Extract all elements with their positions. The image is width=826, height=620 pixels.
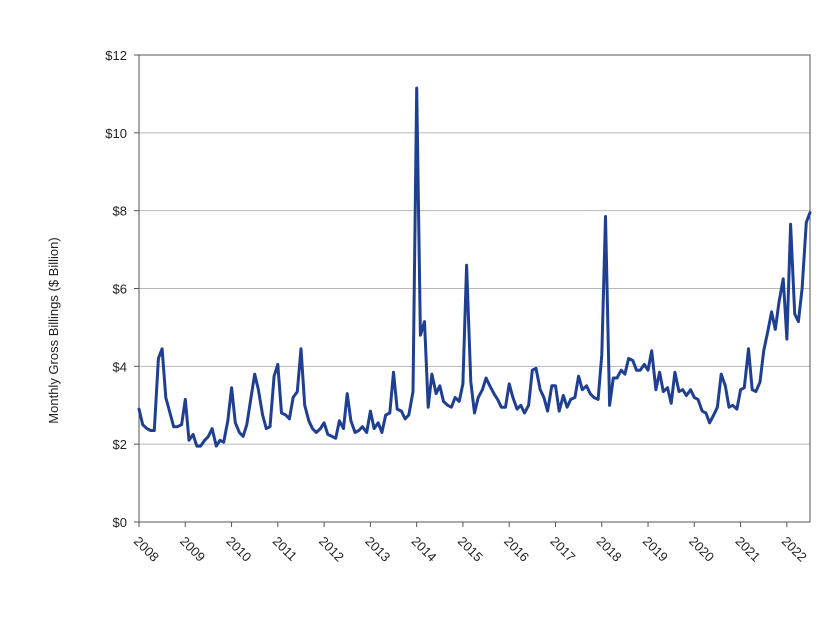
y-tick-label: $0 <box>113 515 127 530</box>
x-tick-label: 2021 <box>732 534 763 565</box>
x-tick-label: 2020 <box>686 534 717 565</box>
x-tick-label: 2008 <box>131 534 162 565</box>
x-tick-label: 2010 <box>223 534 254 565</box>
gridlines <box>139 132 810 445</box>
x-tick-label: 2013 <box>362 534 393 565</box>
x-tick-label: 2022 <box>779 534 810 565</box>
x-tick-label: 2011 <box>270 534 300 564</box>
series-group <box>137 86 812 448</box>
y-tick-label: $8 <box>113 204 127 219</box>
series-line <box>137 86 812 448</box>
y-axis-ticks: $0 $2 $4 $6 $8 $10 $12 <box>105 48 139 530</box>
x-tick-label: 2012 <box>316 534 347 565</box>
x-tick-label: 2019 <box>640 534 671 565</box>
y-tick-label: $10 <box>105 126 127 141</box>
x-axis-ticks: 2008 2009 2010 2011 2012 2013 2014 2015 2016 2017… <box>131 522 810 565</box>
x-tick-label: 2009 <box>177 534 208 565</box>
y-axis-label: Monthly Gross Billings ($ Billion) <box>46 237 61 423</box>
y-tick-label: $4 <box>113 359 127 374</box>
y-tick-label: $12 <box>105 48 127 63</box>
x-tick-label: 2018 <box>594 534 625 565</box>
x-tick-label: 2016 <box>501 534 532 565</box>
plot-area-frame <box>138 54 811 523</box>
x-tick-label: 2014 <box>409 534 440 565</box>
x-tick-label: 2017 <box>547 534 578 565</box>
x-tick-label: 2015 <box>455 534 486 565</box>
y-tick-label: $6 <box>113 282 127 297</box>
y-tick-label: $2 <box>113 437 127 452</box>
